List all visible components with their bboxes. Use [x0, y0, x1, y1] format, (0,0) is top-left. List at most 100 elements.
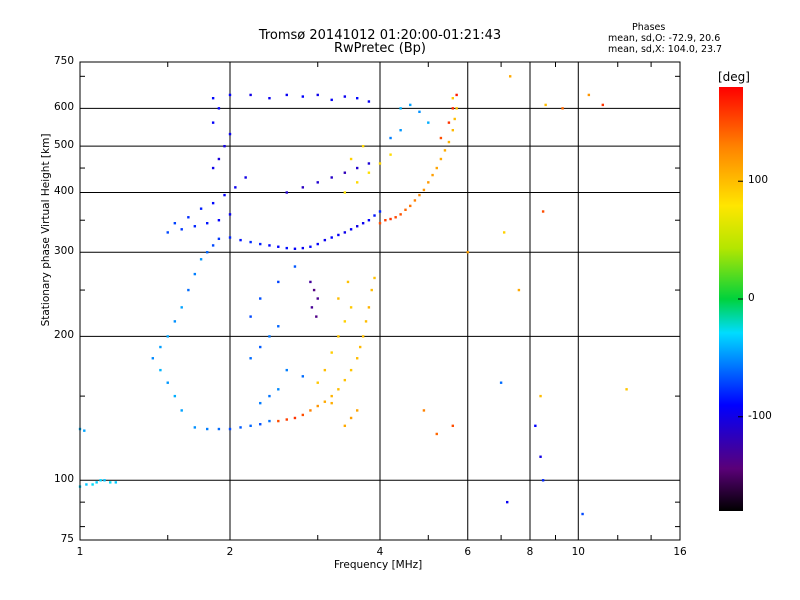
data-point: [330, 236, 333, 239]
data-point: [277, 325, 280, 328]
data-point: [293, 265, 297, 268]
data-point: [349, 368, 353, 372]
data-point: [394, 216, 397, 219]
data-point: [217, 157, 221, 161]
stats-heading: Phases: [632, 22, 666, 33]
data-point: [451, 424, 455, 428]
y-tick-label: 200: [53, 329, 74, 342]
data-point: [343, 231, 347, 234]
data-point: [316, 381, 319, 384]
chart-title: Tromsø 20141012 01:20:00-01:21:43: [258, 28, 502, 43]
y-tick-label: 400: [53, 185, 74, 198]
data-point: [85, 483, 88, 486]
data-point: [259, 423, 262, 426]
data-point: [301, 246, 305, 250]
data-point: [427, 181, 430, 184]
data-point: [259, 242, 262, 246]
data-point: [193, 426, 197, 429]
data-point: [151, 357, 155, 360]
data-point: [228, 236, 232, 239]
colorbar-tick-label: 100: [748, 174, 769, 187]
data-point: [349, 228, 353, 231]
data-point: [173, 222, 177, 225]
data-point: [285, 246, 288, 250]
data-point: [91, 483, 94, 486]
data-point: [343, 171, 347, 174]
data-point: [309, 409, 312, 412]
data-point: [404, 208, 407, 212]
data-point: [343, 191, 347, 194]
data-point: [389, 153, 392, 156]
data-point: [244, 176, 247, 179]
data-point: [355, 409, 359, 412]
data-point: [259, 345, 262, 349]
data-point: [539, 394, 542, 398]
data-point: [413, 199, 417, 202]
data-point: [389, 136, 392, 140]
data-point: [358, 345, 362, 349]
data-point: [367, 306, 371, 309]
x-tick-label: 16: [673, 546, 687, 558]
data-point: [277, 245, 280, 248]
data-point: [301, 375, 305, 378]
data-point: [180, 306, 183, 309]
y-tick-label: 500: [53, 139, 74, 152]
data-point: [316, 404, 319, 408]
data-point: [355, 96, 359, 100]
data-point: [355, 166, 359, 170]
data-point: [431, 173, 434, 177]
data-point: [223, 193, 226, 197]
data-point: [323, 400, 327, 403]
data-point: [217, 219, 221, 222]
data-point: [103, 479, 106, 482]
data-point: [378, 222, 382, 225]
data-point: [268, 244, 271, 247]
data-point: [330, 401, 333, 405]
data-point: [285, 191, 288, 194]
data-point: [541, 210, 545, 213]
data-point: [399, 128, 402, 132]
x-tick-label: 4: [376, 546, 384, 558]
y-tick-label: 750: [53, 55, 74, 67]
data-point: [361, 335, 365, 338]
data-point: [159, 368, 162, 372]
data-point: [193, 225, 197, 228]
data-point: [211, 166, 215, 170]
data-point: [378, 162, 382, 165]
data-point: [447, 140, 451, 144]
data-point: [418, 193, 421, 197]
data-point: [337, 297, 340, 300]
data-point: [83, 429, 86, 432]
data-point: [234, 186, 237, 189]
data-point: [228, 427, 232, 431]
data-point: [228, 213, 232, 216]
data-point: [199, 258, 203, 261]
data-point: [217, 107, 221, 110]
data-point: [217, 237, 221, 241]
data-point: [166, 381, 169, 384]
data-point: [323, 368, 327, 372]
data-point: [301, 413, 305, 417]
data-point: [378, 210, 382, 213]
data-point: [285, 368, 288, 372]
data-point: [364, 320, 368, 323]
data-point: [455, 107, 458, 110]
data-point: [427, 121, 430, 124]
data-point: [355, 225, 359, 228]
data-point: [211, 244, 215, 247]
data-point: [277, 280, 280, 284]
data-point: [285, 418, 288, 421]
data-point: [361, 222, 365, 225]
data-point: [466, 251, 469, 254]
data-point: [355, 181, 359, 184]
data-point: [316, 242, 319, 246]
data-point: [337, 335, 340, 338]
chart-subtitle: RwPretec (Bp): [333, 41, 427, 56]
data-point: [249, 424, 252, 428]
data-point: [99, 479, 102, 482]
x-tick-label: 2: [226, 546, 234, 558]
y-tick-label: 300: [53, 245, 74, 258]
y-tick-label: 75: [60, 533, 74, 545]
data-point: [367, 219, 371, 222]
